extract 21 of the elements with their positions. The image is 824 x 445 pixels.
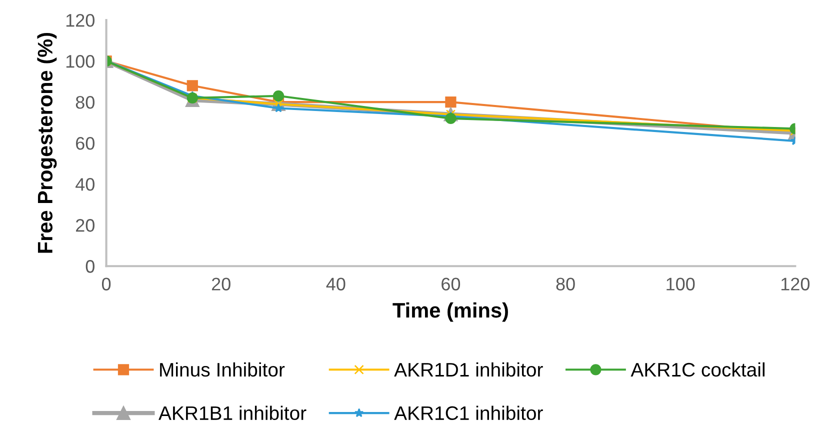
legend-label: AKR1C cocktail — [630, 362, 764, 377]
legend-label: AKR1C1 inhibitor — [394, 406, 543, 420]
y-tick-label: 120 — [66, 14, 94, 27]
x-axis-title: Time (mins) — [392, 302, 508, 322]
x-tick-label: 40 — [326, 278, 346, 290]
legend-label: AKR1D1 inhibitor — [394, 362, 543, 377]
y-tick-label: 60 — [76, 137, 94, 150]
y-tick-label: 100 — [66, 54, 94, 68]
x-tick-label: 80 — [556, 278, 575, 290]
y-tick-label: 0 — [86, 260, 94, 273]
y-axis-title: Free Progesterone (%) — [37, 32, 57, 253]
legend-label: Minus Inhibitor — [160, 362, 285, 377]
x-tick-label: 0 — [102, 278, 111, 290]
x-tick-label: 60 — [442, 278, 460, 290]
legend-label: AKR1B1 inhibitor — [158, 406, 306, 420]
x-tick-label: 20 — [212, 278, 230, 290]
x-tick-label: 120 — [781, 278, 810, 290]
y-tick-label: 20 — [76, 219, 94, 232]
x-tick-label: 100 — [666, 278, 695, 290]
y-tick-label: 80 — [76, 96, 94, 109]
y-tick-label: 40 — [76, 178, 94, 191]
